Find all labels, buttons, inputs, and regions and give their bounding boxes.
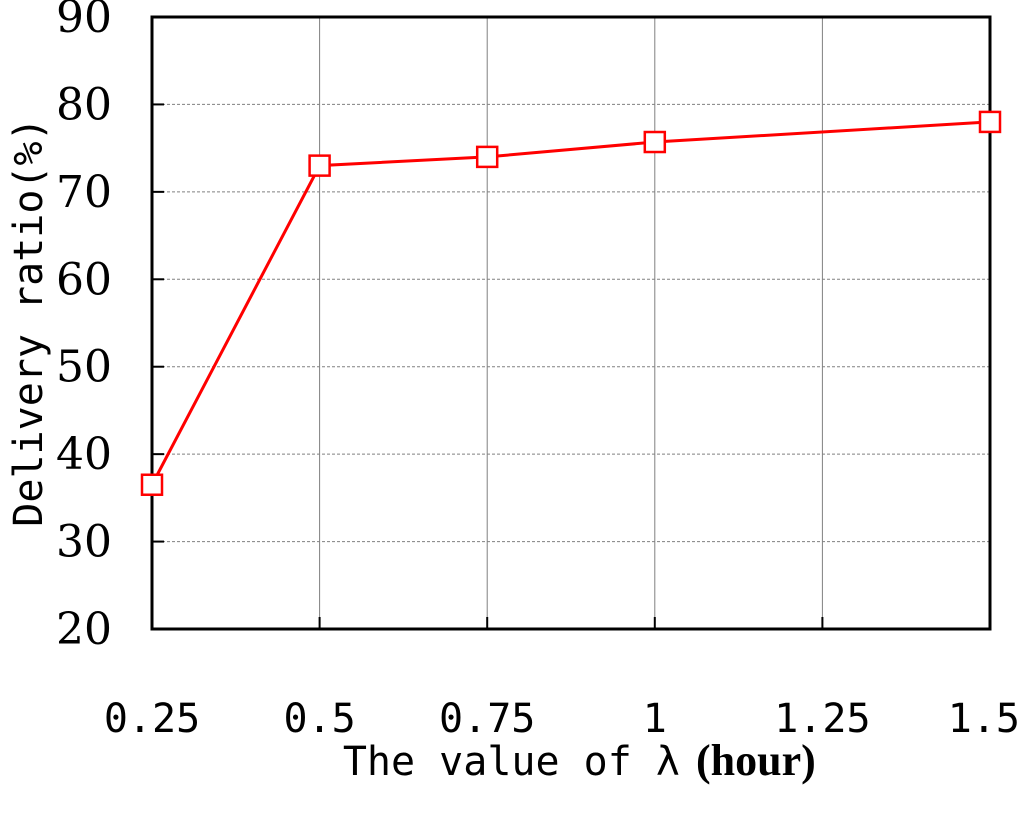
series-group bbox=[140, 110, 1002, 496]
x-tick-label: 0.25 bbox=[104, 696, 200, 742]
y-tick-label: 20 bbox=[56, 604, 112, 655]
y-tick-label: 40 bbox=[56, 429, 112, 480]
x-axis-unit: (hour) bbox=[696, 736, 816, 785]
y-tick-label: 70 bbox=[56, 167, 112, 218]
data-point-marker bbox=[475, 145, 499, 169]
x-tick-label: 1.5 bbox=[948, 696, 1020, 742]
data-point-marker bbox=[308, 154, 331, 177]
y-tick-label: 80 bbox=[56, 79, 112, 130]
y-tick-label: 90 bbox=[56, 0, 112, 43]
x-tick-label: 1.25 bbox=[774, 696, 870, 742]
y-axis-title: Delivery ratio(%) bbox=[6, 117, 52, 526]
data-point-marker bbox=[643, 130, 667, 154]
data-point-marker bbox=[140, 473, 164, 496]
x-tick-label: 0.5 bbox=[283, 696, 355, 742]
x-axis-title: The value of λ bbox=[343, 739, 680, 785]
y-tick-label: 30 bbox=[56, 517, 112, 568]
y-axis-ticks: 20 30 40 50 60 70 80 90 bbox=[56, 0, 164, 655]
x-tick-label: 1 bbox=[643, 696, 667, 742]
data-point-marker bbox=[978, 110, 1002, 134]
y-tick-label: 50 bbox=[56, 342, 112, 393]
y-tick-label: 60 bbox=[56, 254, 112, 305]
series-line bbox=[150, 120, 991, 486]
x-axis-ticks: 0.25 0.5 0.75 1 1.25 1.5 bbox=[104, 617, 1020, 742]
plot-frame bbox=[150, 15, 992, 631]
x-tick-label: 0.75 bbox=[439, 696, 535, 742]
grid-lines bbox=[152, 17, 990, 629]
